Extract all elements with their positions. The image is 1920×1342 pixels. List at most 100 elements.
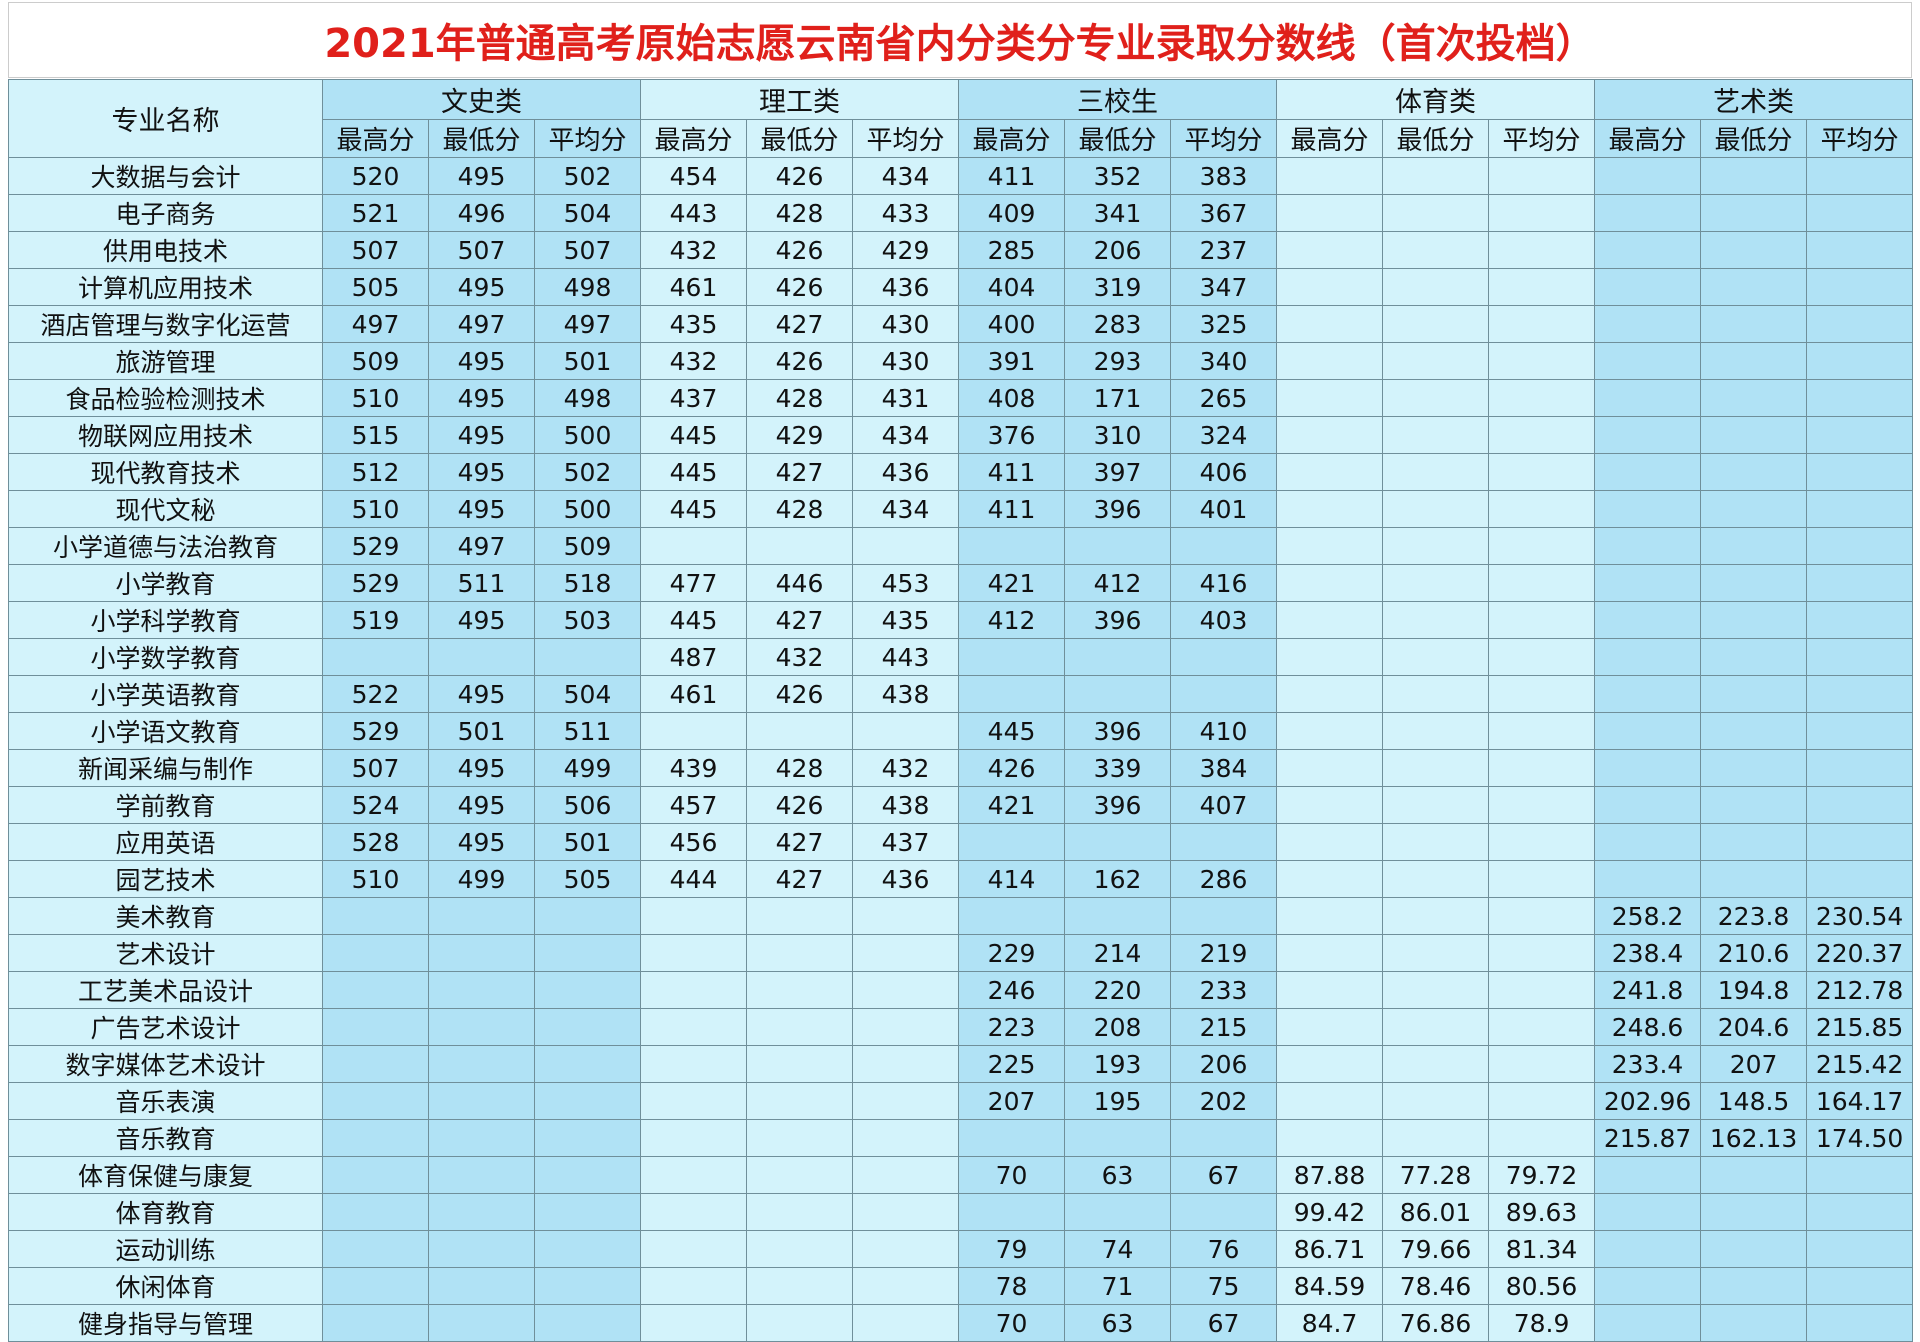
score-cell <box>1806 601 1914 639</box>
score-cell <box>1806 416 1914 454</box>
major-name: 电子商务 <box>8 194 323 232</box>
score-cell: 86.01 <box>1382 1193 1490 1231</box>
major-name: 体育保健与康复 <box>8 1156 323 1194</box>
score-cell <box>1382 1082 1490 1120</box>
data-row: 小学语文教育 529 501 511 445 396 410 <box>8 712 1914 750</box>
score-cell: 171 <box>1064 379 1172 417</box>
score-cell <box>1594 712 1702 750</box>
score-cell <box>746 1156 854 1194</box>
score-cell: 434 <box>852 157 960 195</box>
score-cell: 518 <box>533 564 642 602</box>
major-name: 学前教育 <box>8 786 323 824</box>
score-cell: 427 <box>746 601 854 639</box>
score-cell: 498 <box>533 379 642 417</box>
score-cell: 456 <box>640 823 748 861</box>
score-cell: 229 <box>958 934 1066 972</box>
data-row: 艺术设计 229 214 219 238.4 210.6 220.37 <box>8 934 1914 972</box>
major-name: 园艺技术 <box>8 860 323 898</box>
score-cell: 507 <box>322 231 429 269</box>
score-cell: 430 <box>852 342 960 380</box>
score-cell: 428 <box>746 194 854 232</box>
score-cell: 237 <box>1170 231 1278 269</box>
score-cell: 438 <box>852 675 960 713</box>
score-cell: 511 <box>428 564 535 602</box>
score-cell <box>1594 453 1702 491</box>
score-cell: 208 <box>1064 1008 1172 1046</box>
score-cell <box>1276 934 1384 972</box>
score-cell: 436 <box>852 268 960 306</box>
column-header: 平均分 <box>1488 119 1596 158</box>
score-cell: 214 <box>1064 934 1172 972</box>
score-cell <box>1700 601 1808 639</box>
score-cell <box>428 1119 535 1157</box>
score-cell <box>1382 231 1490 269</box>
column-header: 平均分 <box>852 119 960 158</box>
score-cell <box>1276 564 1384 602</box>
score-cell: 206 <box>1170 1045 1278 1083</box>
major-name: 现代文秘 <box>8 490 323 528</box>
score-cell: 404 <box>958 268 1066 306</box>
score-cell: 74 <box>1064 1230 1172 1268</box>
score-cell <box>1700 1156 1808 1194</box>
score-cell: 67 <box>1170 1304 1278 1342</box>
score-cell: 79.72 <box>1488 1156 1596 1194</box>
score-cell: 495 <box>428 786 535 824</box>
score-cell <box>1700 379 1808 417</box>
major-name: 计算机应用技术 <box>8 268 323 306</box>
score-cell <box>852 971 960 1009</box>
score-cell: 435 <box>852 601 960 639</box>
score-cell: 79 <box>958 1230 1066 1268</box>
score-cell <box>1700 1304 1808 1342</box>
score-cell <box>322 971 429 1009</box>
score-cell <box>322 638 429 676</box>
data-row: 小学道德与法治教育 529 497 509 <box>8 527 1914 565</box>
column-header: 最低分 <box>1700 119 1808 158</box>
score-cell <box>852 1230 960 1268</box>
score-cell <box>1382 897 1490 935</box>
score-cell: 164.17 <box>1806 1082 1914 1120</box>
score-cell: 501 <box>428 712 535 750</box>
score-cell <box>1382 638 1490 676</box>
score-cell: 162.13 <box>1700 1119 1808 1157</box>
major-name: 食品检验检测技术 <box>8 379 323 417</box>
column-header: 平均分 <box>1806 119 1914 158</box>
score-cell <box>1276 823 1384 861</box>
data-row: 体育教育 99.42 86.01 89.63 <box>8 1193 1914 1231</box>
score-cell <box>1700 786 1808 824</box>
score-cell: 507 <box>428 231 535 269</box>
group-header: 理工类 <box>640 79 960 120</box>
score-cell <box>640 897 748 935</box>
score-cell: 426 <box>746 786 854 824</box>
score-cell <box>1700 1193 1808 1231</box>
score-cell <box>1276 194 1384 232</box>
score-cell <box>533 1230 642 1268</box>
score-cell: 426 <box>746 342 854 380</box>
score-cell <box>1488 305 1596 343</box>
score-cell: 87.88 <box>1276 1156 1384 1194</box>
score-cell: 504 <box>533 675 642 713</box>
score-cell: 76.86 <box>1382 1304 1490 1342</box>
score-cell: 78 <box>958 1267 1066 1305</box>
score-cell <box>533 1156 642 1194</box>
score-cell <box>1488 712 1596 750</box>
score-cell <box>1382 786 1490 824</box>
score-cell <box>428 1267 535 1305</box>
score-cell: 507 <box>322 749 429 787</box>
score-cell <box>1806 453 1914 491</box>
score-cell <box>1488 342 1596 380</box>
score-cell <box>1594 490 1702 528</box>
score-cell: 445 <box>958 712 1066 750</box>
score-cell <box>322 1193 429 1231</box>
score-cell <box>1064 1119 1172 1157</box>
score-cell: 443 <box>852 638 960 676</box>
score-cell <box>428 638 535 676</box>
score-cell <box>428 1193 535 1231</box>
score-cell: 80.56 <box>1488 1267 1596 1305</box>
score-cell <box>1064 675 1172 713</box>
score-cell <box>1488 601 1596 639</box>
score-cell <box>852 1008 960 1046</box>
score-cell: 84.59 <box>1276 1267 1384 1305</box>
score-cell <box>640 1082 748 1120</box>
score-cell <box>1488 971 1596 1009</box>
score-cell: 430 <box>852 305 960 343</box>
